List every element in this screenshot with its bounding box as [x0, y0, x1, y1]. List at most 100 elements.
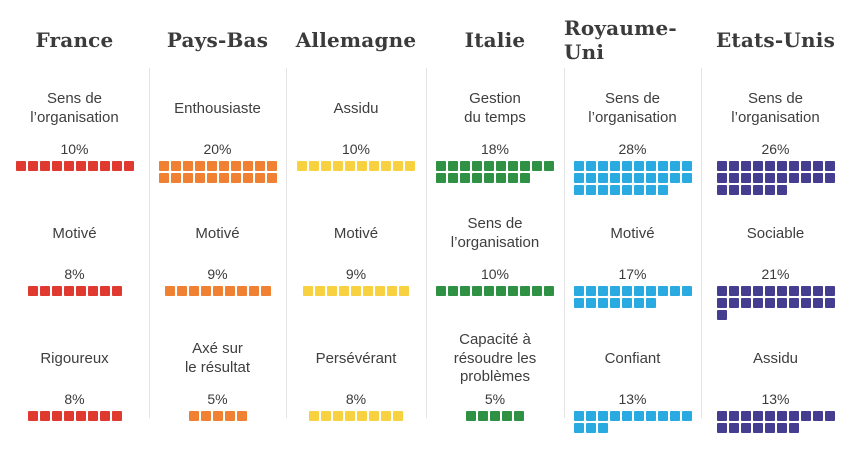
waffle-row	[15, 161, 134, 171]
waffle-square	[27, 286, 38, 296]
waffle-square	[740, 185, 751, 195]
trait-label: Sens de l’organisation	[588, 90, 677, 126]
waffle-square	[327, 286, 337, 296]
waffle-row	[573, 173, 692, 183]
country-header: Royaume-Uni	[564, 16, 677, 64]
waffle-square	[621, 298, 632, 308]
waffle-row	[158, 173, 277, 183]
waffle-square	[609, 161, 620, 171]
waffle-square	[200, 411, 211, 421]
waffle-square	[812, 173, 823, 183]
trait-percentage: 8%	[64, 266, 85, 282]
waffle-square	[212, 411, 223, 421]
waffle-square	[39, 411, 50, 421]
waffle-square	[669, 286, 680, 296]
trait-block: Capacité à résoudre les problèmes 5%	[426, 320, 564, 445]
waffle-square	[321, 411, 331, 421]
trait-percentage: 10%	[60, 141, 89, 157]
waffle-square	[597, 173, 608, 183]
waffle-square	[764, 298, 775, 308]
waffle-square	[788, 411, 799, 421]
waffle-row	[573, 423, 608, 433]
waffle-square	[260, 286, 271, 296]
trait-label-zone: Motivé	[0, 195, 149, 263]
waffle-square	[436, 286, 446, 296]
waffle-square	[466, 411, 476, 421]
waffle-square	[63, 411, 74, 421]
waffle-square	[585, 286, 596, 296]
trait-percentage: 20%	[203, 141, 232, 157]
waffle-square	[200, 286, 211, 296]
trait-percentage: 18%	[480, 141, 510, 157]
waffle-square	[75, 286, 86, 296]
waffle-square	[399, 286, 409, 296]
waffle-square	[218, 161, 229, 171]
waffle-square	[633, 286, 644, 296]
waffle-square	[740, 286, 751, 296]
trait-block: Assidu 13%	[701, 320, 850, 445]
waffle-row	[573, 161, 692, 171]
trait-label-zone: Rigoureux	[0, 320, 149, 388]
waffle-row	[573, 298, 656, 308]
waffle-square	[752, 423, 763, 433]
waffle-square	[776, 423, 787, 433]
waffle-grid	[297, 161, 415, 171]
waffle-square	[597, 411, 608, 421]
waffle-square	[381, 411, 391, 421]
waffle-row	[716, 286, 835, 296]
waffle-square	[764, 411, 775, 421]
country-header: Pays-Bas	[166, 28, 269, 52]
waffle-square	[633, 161, 644, 171]
trait-percentage: 5%	[484, 391, 506, 407]
waffle-square	[87, 286, 98, 296]
waffle-square	[39, 286, 50, 296]
waffle-square	[230, 161, 241, 171]
waffle-row	[158, 161, 277, 171]
waffle-square	[752, 173, 763, 183]
trait-label: Sens de l’organisation	[731, 90, 820, 126]
country-column-1: France Sens de l’organisation 10% Motivé 8% Ri…	[0, 0, 149, 465]
waffle-square	[633, 185, 644, 195]
waffle-square	[333, 411, 343, 421]
waffle-square	[716, 298, 727, 308]
waffle-square	[460, 173, 470, 183]
waffle-square	[716, 185, 727, 195]
waffle-square	[460, 286, 470, 296]
trait-percentage: 9%	[207, 266, 228, 282]
waffle-square	[764, 173, 775, 183]
waffle-square	[315, 286, 325, 296]
waffle-square	[351, 286, 361, 296]
waffle-square	[788, 298, 799, 308]
waffle-square	[752, 411, 763, 421]
waffle-square	[716, 423, 727, 433]
waffle-square	[472, 286, 482, 296]
waffle-square	[206, 173, 217, 183]
waffle-square	[544, 286, 554, 296]
waffle-square	[657, 411, 668, 421]
waffle-square	[609, 411, 620, 421]
trait-block: Motivé 17%	[564, 195, 701, 320]
waffle-square	[520, 173, 530, 183]
trait-percentage: 8%	[345, 391, 367, 407]
waffle-square	[824, 411, 835, 421]
waffle-square	[573, 161, 584, 171]
waffle-row	[573, 411, 692, 421]
waffle-row	[573, 185, 668, 195]
trait-block: Sens de l’organisation 10%	[426, 195, 564, 320]
trait-percentage: 9%	[345, 266, 367, 282]
waffle-square	[573, 298, 584, 308]
waffle-square	[800, 298, 811, 308]
waffle-square	[621, 185, 632, 195]
waffle-square	[496, 286, 506, 296]
waffle-square	[51, 161, 62, 171]
waffle-row	[573, 286, 692, 296]
waffle-square	[585, 423, 596, 433]
trait-label-zone: Sens de l’organisation	[701, 70, 850, 138]
trait-label-zone: Motivé	[564, 195, 701, 263]
waffle-square	[776, 185, 787, 195]
waffle-square	[436, 173, 446, 183]
waffle-grid	[716, 286, 835, 320]
waffle-square	[824, 298, 835, 308]
trait-label-zone: Confiant	[564, 320, 701, 388]
trait-label-zone: Axé sur le résultat	[149, 320, 286, 388]
